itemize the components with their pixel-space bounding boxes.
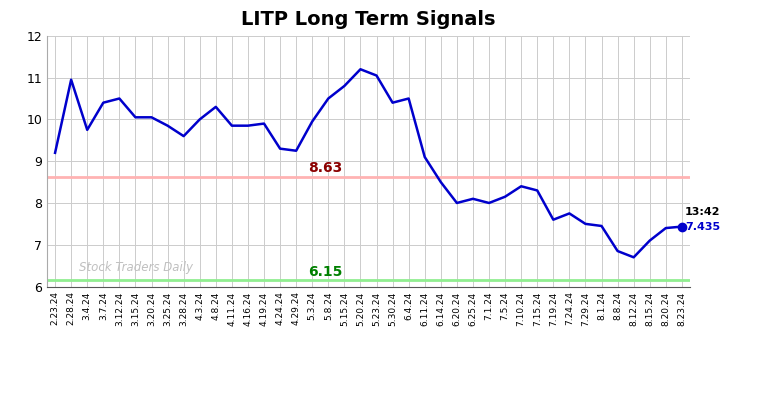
Text: 13:42: 13:42 [685,207,720,217]
Text: 6.15: 6.15 [308,265,343,279]
Title: LITP Long Term Signals: LITP Long Term Signals [241,10,495,29]
Text: 8.63: 8.63 [308,162,342,176]
Text: 7.435: 7.435 [685,222,720,232]
Text: Stock Traders Daily: Stock Traders Daily [79,261,193,274]
